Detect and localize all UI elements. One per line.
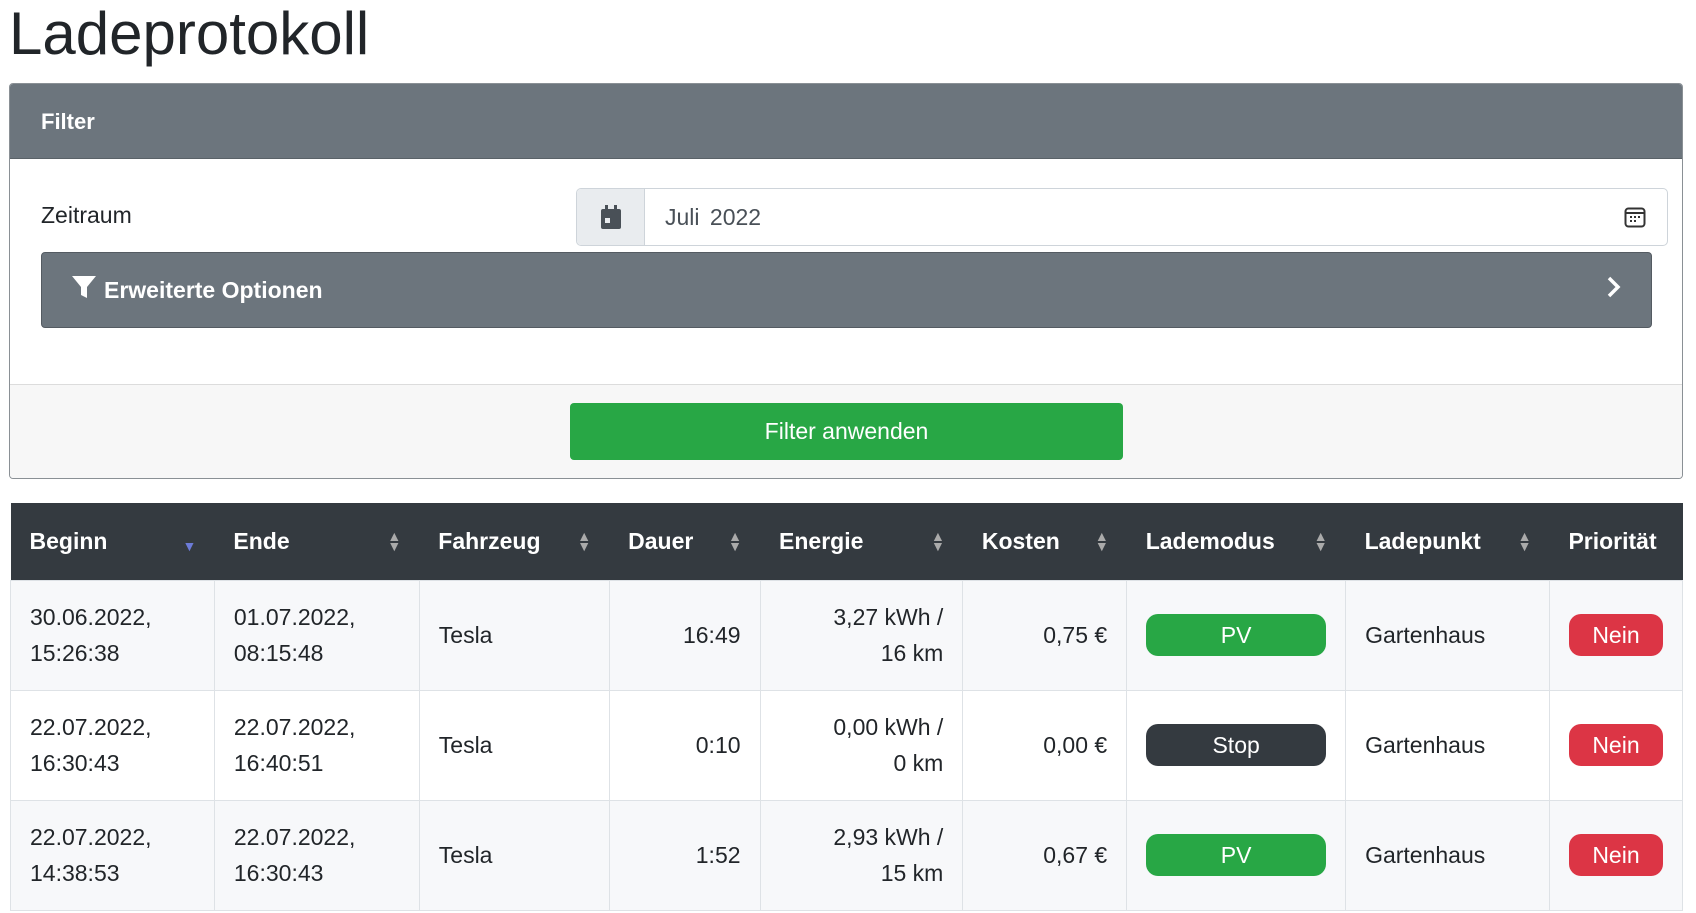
zeitraum-label: Zeitraum [41, 202, 132, 228]
advanced-options-toggle[interactable]: Erweiterte Optionen [41, 252, 1652, 328]
sort-icon: ▲ ▼ [1517, 528, 1532, 554]
header-label: Ladepunkt [1364, 527, 1481, 554]
calendar-icon [577, 189, 645, 245]
begin-time: 15:26:38 [30, 640, 120, 666]
table-row[interactable]: 22.07.2022, 14:38:53 22.07.2022, 16:30:43 … [10, 799, 1684, 911]
cell-ende: 22.07.2022, 16:30:43 [213, 799, 420, 911]
sort-icon: ▲ ▼ [1094, 528, 1109, 554]
column-header-lademodus[interactable]: Lademodus ▲ ▼ [1126, 503, 1346, 580]
cell-beginn: 22.07.2022, 16:30:43 [10, 689, 215, 801]
advanced-options-label: Erweiterte Optionen [104, 276, 323, 303]
cell-fahrzeug: Tesla [418, 689, 610, 801]
sort-icon: ▲ ▼ [930, 528, 945, 554]
cell-lademodus: PV [1126, 799, 1347, 911]
range: 16 km [880, 640, 944, 666]
sort-icon: ▲ ▼ [1313, 528, 1328, 554]
header-label: Energie [779, 527, 864, 554]
column-header-dauer[interactable]: Dauer ▲ ▼ [609, 503, 761, 580]
begin-time: 14:38:53 [30, 860, 120, 886]
page-title: Ladeprotokoll [9, 0, 370, 67]
priority-badge: Nein [1568, 834, 1663, 876]
calendar-picker-icon[interactable] [1603, 189, 1667, 245]
filter-card-footer: Filter anwenden [10, 384, 1682, 478]
apply-filter-button[interactable]: Filter anwenden [570, 403, 1123, 460]
filter-card-header: Filter [10, 84, 1682, 159]
cell-fahrzeug: Tesla [418, 799, 610, 911]
cell-kosten: 0,00 € [962, 689, 1128, 801]
cell-dauer: 0:10 [608, 689, 761, 801]
end-time: 16:40:51 [233, 750, 324, 776]
cell-ladepunkt: Gartenhaus [1345, 689, 1550, 801]
column-header-kosten[interactable]: Kosten ▲ ▼ [962, 503, 1127, 580]
filter-icon [72, 275, 96, 305]
column-header-ende[interactable]: Ende ▲ ▼ [214, 503, 420, 580]
end-time: 16:30:43 [233, 860, 324, 886]
end-date: 22.07.2022, [233, 824, 356, 850]
cell-dauer: 1:52 [608, 799, 761, 911]
sort-desc-icon: ▼ [182, 538, 197, 554]
cell-energie: 3,27 kWh / 16 km [759, 579, 964, 691]
mode-badge: PV [1146, 614, 1327, 656]
energy: 3,27 kWh / [833, 604, 944, 630]
range: 0 km [893, 750, 944, 776]
end-time: 08:15:48 [233, 640, 324, 666]
cell-beginn: 30.06.2022, 15:26:38 [10, 579, 215, 691]
priority-badge: Nein [1568, 614, 1663, 656]
cell-ladepunkt: Gartenhaus [1345, 579, 1550, 691]
mode-badge: PV [1146, 834, 1327, 876]
cell-ende: 01.07.2022, 08:15:48 [213, 579, 420, 691]
zeitraum-input[interactable]: Juli 2022 [576, 188, 1668, 246]
header-label: Fahrzeug [438, 527, 541, 554]
sort-icon: ▲ ▼ [577, 528, 592, 554]
table-header-row: Beginn ▼ Ende ▲ ▼ Fahrzeug ▲ ▼ Dauer ▲ ▼ Energi… [10, 503, 1683, 580]
filter-card: Filter Zeitraum Juli 2022 Erweiterte Opt… [9, 83, 1683, 479]
header-label: Kosten [981, 527, 1060, 554]
header-label: Lademodus [1145, 527, 1275, 554]
cell-kosten: 0,67 € [962, 799, 1128, 911]
cell-ende: 22.07.2022, 16:40:51 [213, 689, 420, 801]
cell-prioritaet: Nein [1548, 579, 1684, 691]
chevron-right-icon [1607, 276, 1621, 304]
sort-icon: ▲ ▼ [728, 528, 743, 554]
column-header-fahrzeug[interactable]: Fahrzeug ▲ ▼ [419, 503, 610, 580]
cell-kosten: 0,75 € [962, 579, 1128, 691]
begin-date: 30.06.2022, [30, 604, 152, 630]
begin-date: 22.07.2022, [30, 824, 152, 850]
table-row[interactable]: 22.07.2022, 16:30:43 22.07.2022, 16:40:51 … [10, 689, 1684, 801]
cell-energie: 2,93 kWh / 15 km [759, 799, 964, 911]
column-header-prioritaet: Priorität [1549, 503, 1683, 580]
cell-energie: 0,00 kWh / 0 km [759, 689, 964, 801]
charge-log-table: Beginn ▼ Ende ▲ ▼ Fahrzeug ▲ ▼ Dauer ▲ ▼ Energi… [10, 503, 1684, 911]
cell-fahrzeug: Tesla [418, 579, 610, 691]
range: 15 km [880, 860, 944, 886]
mode-badge: Stop [1146, 724, 1327, 766]
end-date: 01.07.2022, [233, 604, 356, 630]
column-header-beginn[interactable]: Beginn ▼ [10, 503, 215, 580]
cell-prioritaet: Nein [1548, 689, 1684, 801]
priority-badge: Nein [1568, 724, 1663, 766]
table-row[interactable]: 30.06.2022, 15:26:38 01.07.2022, 08:15:48 … [10, 579, 1684, 691]
header-label: Dauer [628, 527, 694, 554]
column-header-energie[interactable]: Energie ▲ ▼ [760, 503, 963, 580]
header-label: Ende [233, 527, 290, 554]
cell-ladepunkt: Gartenhaus [1345, 799, 1550, 911]
end-date: 22.07.2022, [233, 714, 356, 740]
cell-lademodus: PV [1126, 579, 1347, 691]
zeitraum-value[interactable]: Juli 2022 [665, 204, 762, 230]
header-label: Beginn [29, 527, 108, 554]
begin-date: 22.07.2022, [30, 714, 152, 740]
cell-dauer: 16:49 [608, 579, 761, 691]
cell-lademodus: Stop [1126, 689, 1347, 801]
cell-beginn: 22.07.2022, 14:38:53 [10, 799, 215, 911]
header-label: Priorität [1568, 527, 1657, 554]
cell-prioritaet: Nein [1548, 799, 1684, 911]
begin-time: 16:30:43 [30, 750, 120, 776]
column-header-ladepunkt[interactable]: Ladepunkt ▲ ▼ [1345, 503, 1550, 580]
sort-icon: ▲ ▼ [387, 528, 402, 554]
energy: 2,93 kWh / [833, 824, 944, 850]
energy: 0,00 kWh / [833, 714, 944, 740]
